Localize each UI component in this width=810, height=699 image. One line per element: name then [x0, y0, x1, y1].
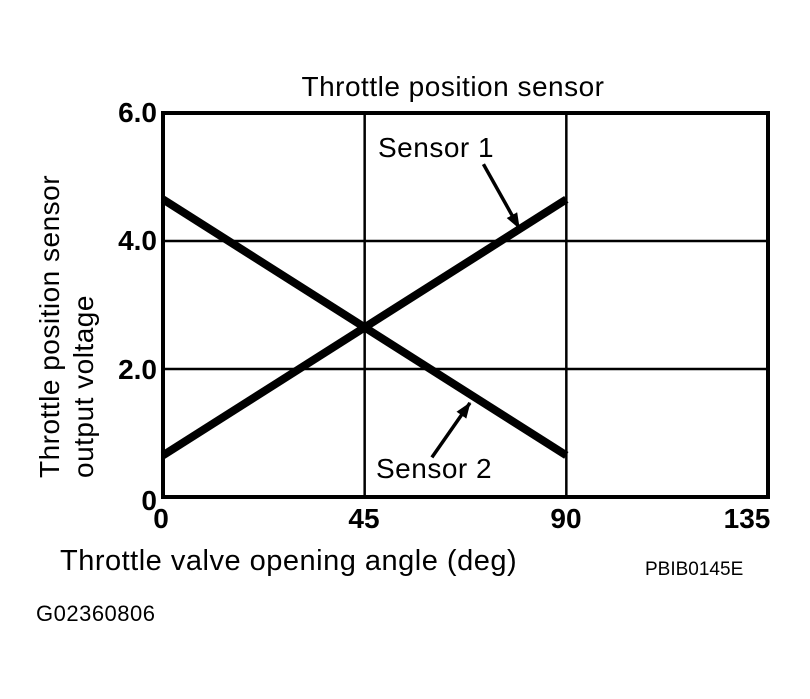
plot-border [161, 111, 770, 499]
series-lines [160, 196, 569, 459]
y-tick-label-2: 2.0 [118, 354, 157, 385]
y-axis-title-line2: output voltage [68, 295, 99, 478]
x-tick-label-135: 135 [723, 503, 771, 534]
y-tick-label-4: 4.0 [118, 225, 157, 256]
figure-id: G02360806 [36, 601, 156, 626]
sensor1-series-label: Sensor 1 [378, 132, 495, 163]
y-axis-title: Throttle position sensor output voltage [33, 106, 105, 478]
x-axis-title: Throttle valve opening angle (deg) [60, 545, 518, 577]
x-tick-label-0: 0 [153, 503, 169, 534]
x-tick-label-45: 45 [348, 503, 380, 534]
sensor2-series-label: Sensor 2 [376, 453, 493, 484]
y-tick-label-0: 0 [141, 485, 157, 516]
annotation-arrows [430, 163, 521, 459]
gridlines [163, 113, 768, 497]
reference-code: PBIB0145E [645, 559, 744, 580]
chart-title: Throttle position sensor [301, 71, 605, 102]
y-tick-label-6: 6.0 [118, 97, 157, 128]
x-tick-label-90: 90 [550, 503, 582, 534]
y-axis-title-line1: Throttle position sensor [34, 174, 65, 478]
